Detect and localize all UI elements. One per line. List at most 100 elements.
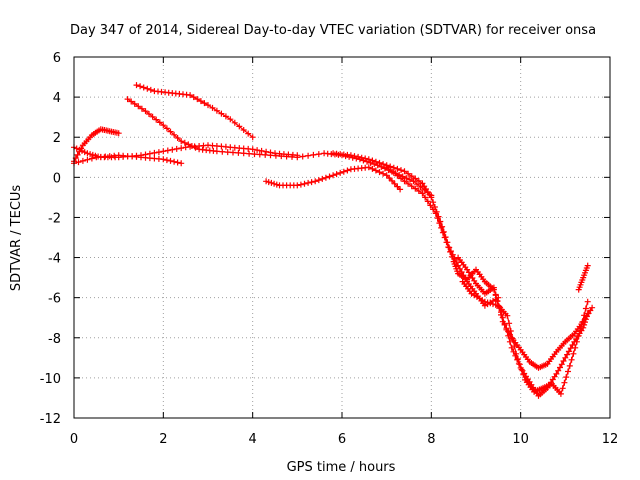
data-point-interp <box>387 167 394 174</box>
data-point-interp <box>305 152 312 159</box>
data-point-interp <box>414 181 420 188</box>
data-point-interp <box>386 175 393 182</box>
data-point-interp <box>422 194 429 201</box>
data-point-interp <box>581 312 588 319</box>
x-tick-label: 4 <box>249 432 257 447</box>
data-point-interp <box>201 100 208 107</box>
data-point-interp <box>171 158 178 165</box>
data-point-interp <box>391 180 398 187</box>
data-point <box>330 172 337 179</box>
data-point-interp <box>565 368 571 375</box>
data-point-interp <box>448 253 455 260</box>
data-point-interp <box>372 158 379 165</box>
data-point <box>365 164 372 171</box>
tick-layer: 0 2 4 6 8 10 12 -12 -10 -8 -6 -4 -2 0 2 4 6 <box>40 51 619 447</box>
data-point-interp <box>188 143 195 149</box>
data-point-interp <box>163 157 170 164</box>
data-point-interp <box>155 149 162 156</box>
x-tick-label: 8 <box>427 432 435 447</box>
data-point-interp <box>273 181 280 188</box>
data-point-interp <box>164 147 171 154</box>
data-point-interp <box>506 320 513 327</box>
data-point-interp <box>262 151 269 158</box>
data-point-interp <box>236 123 243 130</box>
data-point-interp <box>305 179 312 186</box>
data-point-interp <box>224 149 231 156</box>
data-point-interp <box>344 167 351 174</box>
data-point-interp <box>147 86 154 93</box>
data-point <box>557 390 564 397</box>
series-arc11 <box>575 262 591 293</box>
data-point-interp <box>153 116 160 123</box>
data-point <box>160 156 167 163</box>
data-point <box>584 262 591 269</box>
data-point-interp <box>315 177 322 184</box>
data-point-interp <box>511 343 518 350</box>
y-tick-label: 0 <box>53 171 61 186</box>
data-point-interp <box>492 291 499 298</box>
data-point-interp <box>516 361 523 368</box>
data-point-interp <box>568 356 575 363</box>
data-point-interp <box>398 167 404 174</box>
data-point-interp <box>74 151 81 158</box>
data-point-interp <box>178 145 185 152</box>
x-tick-label: 6 <box>338 432 346 447</box>
y-tick-label: -12 <box>40 412 61 427</box>
data-point-interp <box>434 215 441 222</box>
data-point-interp <box>417 184 424 190</box>
series-trace <box>457 257 593 369</box>
data-point-interp <box>569 342 576 348</box>
data-point-interp <box>570 350 577 357</box>
data-point <box>441 234 448 241</box>
data-point-interp <box>520 371 527 378</box>
data-point-interp <box>289 153 295 160</box>
data-point-interp <box>498 311 504 318</box>
data-point <box>553 370 560 377</box>
data-point-interp <box>192 144 199 151</box>
data-point-interp <box>372 167 379 174</box>
data-point <box>160 148 167 155</box>
data-point-interp <box>151 149 158 156</box>
data-point <box>267 152 274 159</box>
data-point-interp <box>369 157 376 164</box>
data-point-interp <box>75 159 82 166</box>
data-point-interp <box>310 151 317 158</box>
data-point-interp <box>265 179 272 186</box>
data-point-interp <box>427 202 434 209</box>
data-point-interp <box>235 149 242 156</box>
data-point-interp <box>171 131 178 138</box>
data-point <box>160 122 167 129</box>
data-point <box>227 116 234 123</box>
data-point-interp <box>156 119 163 126</box>
data-point <box>178 160 185 167</box>
data-point-interp <box>582 305 589 312</box>
data-point-interp <box>390 164 397 171</box>
y-tick-label: 6 <box>53 51 61 66</box>
y-tick-label: 4 <box>53 91 61 106</box>
data-point-interp <box>394 165 401 172</box>
data-point <box>312 178 319 185</box>
data-point-interp <box>254 147 261 154</box>
data-point <box>419 190 426 197</box>
data-point <box>178 138 185 145</box>
data-point-interp <box>558 361 565 368</box>
data-point-interp <box>506 338 513 345</box>
x-tick-label: 12 <box>602 432 619 447</box>
data-point-interp <box>246 150 253 157</box>
data-point-interp <box>251 151 258 158</box>
data-point-interp <box>412 185 419 192</box>
data-point-interp <box>406 176 413 183</box>
data-point-interp <box>167 157 174 164</box>
data-point <box>249 146 256 153</box>
data-point-interp <box>362 155 369 162</box>
data-point-interp <box>430 206 437 213</box>
data-point <box>365 156 372 163</box>
data-point <box>294 182 301 189</box>
data-point-interp <box>333 171 340 178</box>
data-point-interp <box>405 170 412 177</box>
data-point-interp <box>494 298 501 305</box>
data-point-interp <box>398 175 404 182</box>
data-point-interp <box>271 180 278 187</box>
chart-title: Day 347 of 2014, Sidereal Day-to-day VTE… <box>70 23 596 38</box>
